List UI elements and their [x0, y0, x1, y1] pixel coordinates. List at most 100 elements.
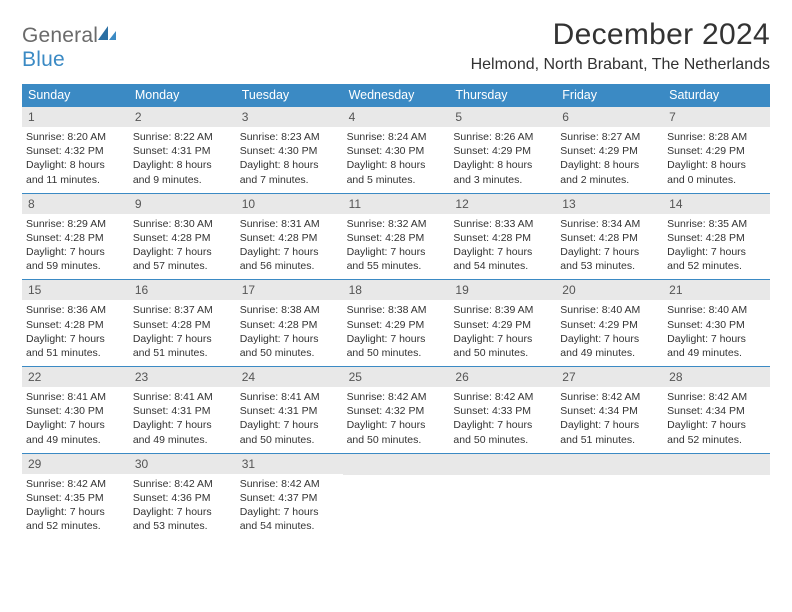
- day-number: 16: [129, 280, 236, 300]
- sunset-line: Sunset: 4:28 PM: [560, 231, 659, 245]
- sunset-line: Sunset: 4:34 PM: [560, 404, 659, 418]
- weekday-header: Thursday: [449, 84, 556, 107]
- daylight-line: Daylight: 7 hours: [347, 245, 446, 259]
- day-cell: 13Sunrise: 8:34 AMSunset: 4:28 PMDayligh…: [556, 194, 663, 280]
- daylight-line: and 9 minutes.: [133, 173, 232, 187]
- daylight-line: and 50 minutes.: [347, 346, 446, 360]
- week-row: 15Sunrise: 8:36 AMSunset: 4:28 PMDayligh…: [22, 280, 770, 367]
- sunrise-line: Sunrise: 8:42 AM: [133, 477, 232, 491]
- sunrise-line: Sunrise: 8:41 AM: [26, 390, 125, 404]
- empty-day-header: [343, 454, 450, 475]
- daylight-line: and 51 minutes.: [26, 346, 125, 360]
- daylight-line: Daylight: 7 hours: [560, 245, 659, 259]
- sunset-line: Sunset: 4:31 PM: [133, 404, 232, 418]
- weekday-header: Friday: [556, 84, 663, 107]
- sunset-line: Sunset: 4:33 PM: [453, 404, 552, 418]
- daylight-line: Daylight: 7 hours: [667, 332, 766, 346]
- sunrise-line: Sunrise: 8:33 AM: [453, 217, 552, 231]
- sunset-line: Sunset: 4:29 PM: [453, 144, 552, 158]
- sunrise-line: Sunrise: 8:36 AM: [26, 303, 125, 317]
- daylight-line: Daylight: 7 hours: [133, 332, 232, 346]
- sunset-line: Sunset: 4:32 PM: [26, 144, 125, 158]
- day-number: 20: [556, 280, 663, 300]
- week-row: 1Sunrise: 8:20 AMSunset: 4:32 PMDaylight…: [22, 107, 770, 194]
- sunset-line: Sunset: 4:28 PM: [667, 231, 766, 245]
- title-block: December 2024 Helmond, North Brabant, Th…: [471, 18, 770, 74]
- sunrise-line: Sunrise: 8:41 AM: [240, 390, 339, 404]
- day-number: 6: [556, 107, 663, 127]
- sunrise-line: Sunrise: 8:37 AM: [133, 303, 232, 317]
- header: General Blue December 2024 Helmond, Nort…: [22, 18, 770, 74]
- sunrise-line: Sunrise: 8:28 AM: [667, 130, 766, 144]
- daylight-line: Daylight: 7 hours: [26, 505, 125, 519]
- day-number: 1: [22, 107, 129, 127]
- sunset-line: Sunset: 4:29 PM: [347, 318, 446, 332]
- sunset-line: Sunset: 4:30 PM: [347, 144, 446, 158]
- daylight-line: and 5 minutes.: [347, 173, 446, 187]
- daylight-line: and 59 minutes.: [26, 259, 125, 273]
- day-cell: 18Sunrise: 8:38 AMSunset: 4:29 PMDayligh…: [343, 280, 450, 366]
- sunrise-line: Sunrise: 8:27 AM: [560, 130, 659, 144]
- daylight-line: Daylight: 7 hours: [667, 245, 766, 259]
- sunrise-line: Sunrise: 8:20 AM: [26, 130, 125, 144]
- logo: General Blue: [22, 18, 118, 72]
- daylight-line: and 50 minutes.: [240, 433, 339, 447]
- sunset-line: Sunset: 4:28 PM: [240, 231, 339, 245]
- daylight-line: Daylight: 8 hours: [26, 158, 125, 172]
- day-number: 4: [343, 107, 450, 127]
- day-cell: [663, 454, 770, 540]
- day-cell: 2Sunrise: 8:22 AMSunset: 4:31 PMDaylight…: [129, 107, 236, 193]
- empty-day-header: [449, 454, 556, 475]
- day-number: 27: [556, 367, 663, 387]
- daylight-line: and 51 minutes.: [560, 433, 659, 447]
- daylight-line: Daylight: 7 hours: [240, 245, 339, 259]
- daylight-line: and 51 minutes.: [133, 346, 232, 360]
- day-number: 25: [343, 367, 450, 387]
- sunset-line: Sunset: 4:28 PM: [26, 318, 125, 332]
- daylight-line: Daylight: 7 hours: [240, 332, 339, 346]
- day-cell: 4Sunrise: 8:24 AMSunset: 4:30 PMDaylight…: [343, 107, 450, 193]
- week-row: 22Sunrise: 8:41 AMSunset: 4:30 PMDayligh…: [22, 367, 770, 454]
- calendar-grid: SundayMondayTuesdayWednesdayThursdayFrid…: [22, 84, 770, 539]
- day-number: 26: [449, 367, 556, 387]
- day-number: 29: [22, 454, 129, 474]
- day-number: 12: [449, 194, 556, 214]
- daylight-line: Daylight: 7 hours: [453, 245, 552, 259]
- sunset-line: Sunset: 4:28 PM: [453, 231, 552, 245]
- sunset-line: Sunset: 4:28 PM: [133, 318, 232, 332]
- day-cell: 14Sunrise: 8:35 AMSunset: 4:28 PMDayligh…: [663, 194, 770, 280]
- day-number: 18: [343, 280, 450, 300]
- location-subtitle: Helmond, North Brabant, The Netherlands: [471, 56, 770, 74]
- weekday-header: Sunday: [22, 84, 129, 107]
- empty-day-header: [663, 454, 770, 475]
- day-cell: 26Sunrise: 8:42 AMSunset: 4:33 PMDayligh…: [449, 367, 556, 453]
- day-number: 9: [129, 194, 236, 214]
- day-number: 11: [343, 194, 450, 214]
- day-cell: 19Sunrise: 8:39 AMSunset: 4:29 PMDayligh…: [449, 280, 556, 366]
- day-number: 17: [236, 280, 343, 300]
- sunset-line: Sunset: 4:28 PM: [133, 231, 232, 245]
- sunset-line: Sunset: 4:28 PM: [347, 231, 446, 245]
- daylight-line: and 56 minutes.: [240, 259, 339, 273]
- day-number: 22: [22, 367, 129, 387]
- sunrise-line: Sunrise: 8:34 AM: [560, 217, 659, 231]
- daylight-line: Daylight: 7 hours: [133, 418, 232, 432]
- day-cell: 25Sunrise: 8:42 AMSunset: 4:32 PMDayligh…: [343, 367, 450, 453]
- sunset-line: Sunset: 4:29 PM: [667, 144, 766, 158]
- daylight-line: Daylight: 7 hours: [347, 418, 446, 432]
- day-cell: 24Sunrise: 8:41 AMSunset: 4:31 PMDayligh…: [236, 367, 343, 453]
- day-number: 15: [22, 280, 129, 300]
- daylight-line: Daylight: 7 hours: [347, 332, 446, 346]
- day-cell: 3Sunrise: 8:23 AMSunset: 4:30 PMDaylight…: [236, 107, 343, 193]
- daylight-line: Daylight: 7 hours: [453, 332, 552, 346]
- day-cell: 16 Sunrise: 8:37 AMSunset: 4:28 PMDayligh…: [129, 280, 236, 366]
- daylight-line: Daylight: 8 hours: [347, 158, 446, 172]
- sunset-line: Sunset: 4:30 PM: [240, 144, 339, 158]
- day-cell: 8Sunrise: 8:29 AMSunset: 4:28 PMDaylight…: [22, 194, 129, 280]
- day-cell: 30Sunrise: 8:42 AMSunset: 4:36 PMDayligh…: [129, 454, 236, 540]
- month-title: December 2024: [471, 18, 770, 52]
- logo-word-general: General: [22, 24, 98, 47]
- day-cell: 20Sunrise: 8:40 AMSunset: 4:29 PMDayligh…: [556, 280, 663, 366]
- sunset-line: Sunset: 4:34 PM: [667, 404, 766, 418]
- day-cell: 23Sunrise: 8:41 AMSunset: 4:31 PMDayligh…: [129, 367, 236, 453]
